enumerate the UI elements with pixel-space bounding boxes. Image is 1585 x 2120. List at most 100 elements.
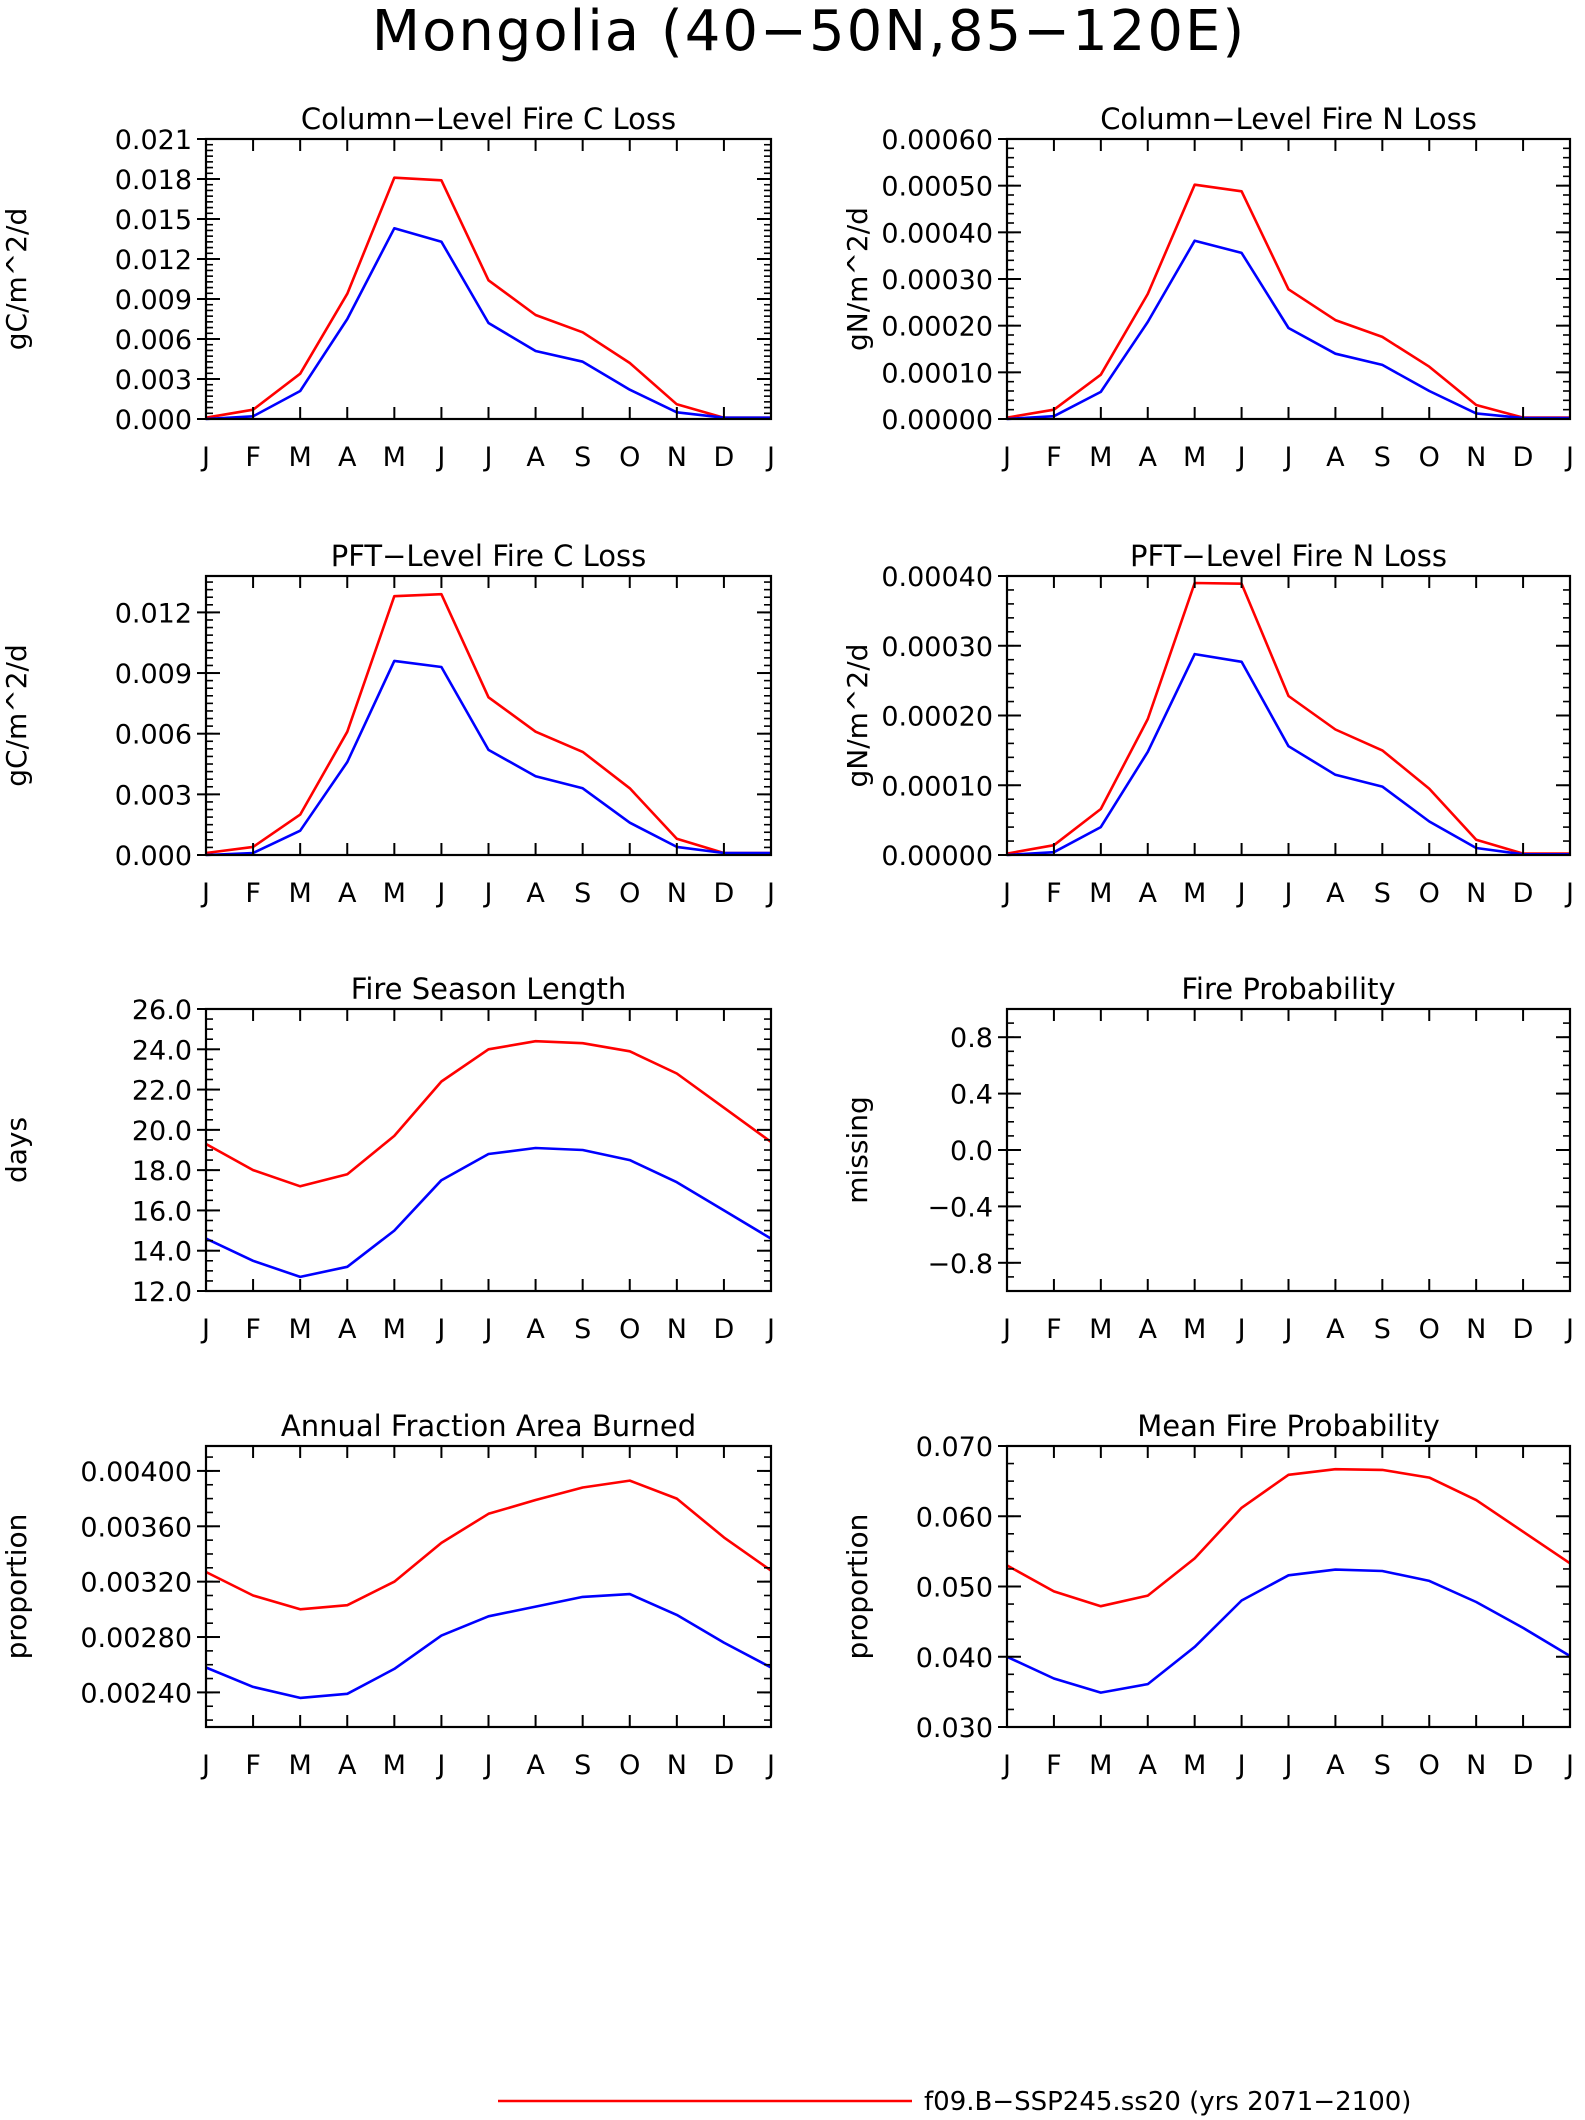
x-tick-label: F xyxy=(1046,1750,1062,1781)
x-tick-label: O xyxy=(1419,1750,1440,1781)
y-tick-label: 24.0 xyxy=(132,1035,192,1066)
x-tick-label: S xyxy=(1374,1314,1391,1345)
x-tick-label: M xyxy=(1089,442,1112,473)
y-tick-label: 0.030 xyxy=(916,1713,993,1744)
y-tick-label: 0.003 xyxy=(115,365,192,396)
series-line-red xyxy=(1006,183,1570,419)
plot-frame xyxy=(1005,1444,1572,1729)
y-tick-label: 0.070 xyxy=(916,1432,993,1463)
x-tick-label: S xyxy=(574,1750,591,1781)
plot-frame xyxy=(1005,574,1572,857)
figure-title: Mongolia (40−50N,85−120E) xyxy=(372,0,1246,64)
y-tick-label: 0.018 xyxy=(115,165,192,196)
x-tick-label: D xyxy=(714,442,735,473)
x-tick-label: J xyxy=(1564,442,1574,473)
x-tick-label: M xyxy=(289,1750,312,1781)
panel-title: Column−Level Fire N Loss xyxy=(1100,102,1477,136)
panel-title: Mean Fire Probability xyxy=(1137,1409,1440,1443)
panel-title: Column−Level Fire C Loss xyxy=(301,102,676,136)
x-tick-label: D xyxy=(1513,1314,1534,1345)
x-tick-label: D xyxy=(714,1314,735,1345)
legend: f09.B−SSP245.ss20 (yrs 2071−2100) xyxy=(498,2087,1411,2117)
x-tick-label: F xyxy=(1046,1314,1062,1345)
panel-3: J F M A M J J A S O N D J0.0000.0030.0060.0090.012PF… xyxy=(0,539,775,909)
x-tick-label: A xyxy=(338,878,357,909)
x-tick-label: J xyxy=(1564,1750,1574,1781)
x-tick-label: F xyxy=(1046,878,1062,909)
y-tick-label: 16.0 xyxy=(132,1196,192,1227)
panel-7: J F M A M J J A S O N D J0.002400.002800.003200.0036… xyxy=(0,1409,775,1781)
x-tick-label: N xyxy=(1466,1750,1486,1781)
series-line-blue xyxy=(1006,239,1570,421)
series-line-blue xyxy=(205,227,771,421)
x-tick-label: M xyxy=(1183,878,1206,909)
x-tick-label: O xyxy=(1419,442,1440,473)
y-tick-label: 12.0 xyxy=(132,1277,192,1308)
x-tick-label: J xyxy=(1564,878,1574,909)
y-tick-label: 0.009 xyxy=(115,659,192,690)
x-tick-label: J xyxy=(765,442,775,473)
x-tick-label: M xyxy=(1089,1750,1112,1781)
y-tick-label: 0.006 xyxy=(115,720,192,751)
panel-8: J F M A M J J A S O N D J0.0300.0400.0500.0600.070Me… xyxy=(841,1409,1574,1781)
y-axis-label: days xyxy=(0,1117,33,1183)
y-tick-label: 0.0 xyxy=(950,1136,993,1167)
y-axis-label: gN/m^2/d xyxy=(841,207,874,351)
x-tick-label: J xyxy=(435,878,445,909)
x-tick-label: J xyxy=(1236,1750,1246,1781)
x-tick-label: J xyxy=(1236,878,1246,909)
y-tick-label: 0.000 xyxy=(115,841,192,872)
series-line-blue xyxy=(1006,1568,1571,1694)
y-tick-label: 14.0 xyxy=(132,1237,192,1268)
y-tick-label: 26.0 xyxy=(132,995,192,1026)
y-tick-label: 0.00060 xyxy=(881,125,993,156)
y-axis-label: gN/m^2/d xyxy=(841,644,874,788)
x-tick-label: J xyxy=(1001,1314,1011,1345)
x-tick-label: N xyxy=(1466,878,1486,909)
series-line-blue xyxy=(205,1146,772,1279)
y-tick-label: 0.00030 xyxy=(881,265,993,296)
x-tick-label: J xyxy=(1001,442,1011,473)
series-line-red xyxy=(205,1039,772,1188)
plot-frame xyxy=(1005,137,1572,421)
series-line-red xyxy=(205,176,771,420)
y-axis-label: gC/m^2/d xyxy=(0,644,33,787)
x-tick-label: A xyxy=(526,442,545,473)
panel-title: PFT−Level Fire N Loss xyxy=(1130,539,1447,573)
x-tick-label: J xyxy=(1001,878,1011,909)
x-tick-label: J xyxy=(1564,1314,1574,1345)
x-tick-label: F xyxy=(245,878,261,909)
y-tick-label: 0.00050 xyxy=(881,172,993,203)
x-tick-label: M xyxy=(383,1314,406,1345)
x-tick-label: J xyxy=(200,1750,210,1781)
panels: J F M A M J J A S O N D J0.0000.0030.0060.0090.0120.… xyxy=(0,102,1574,1781)
x-tick-label: A xyxy=(1139,878,1158,909)
x-tick-label: A xyxy=(1326,878,1345,909)
x-tick-label: J xyxy=(200,1314,210,1345)
x-tick-label: J xyxy=(200,442,210,473)
x-tick-label: M xyxy=(1183,1750,1206,1781)
series-line-blue xyxy=(205,659,771,857)
series-line-red xyxy=(1006,581,1570,855)
x-tick-label: D xyxy=(1513,878,1534,909)
y-tick-label: 0.00280 xyxy=(80,1623,192,1654)
x-tick-label: F xyxy=(245,1750,261,1781)
x-tick-label: A xyxy=(338,442,357,473)
x-tick-label: A xyxy=(526,878,545,909)
y-tick-label: 0.00020 xyxy=(881,312,993,343)
x-tick-label: N xyxy=(1466,442,1486,473)
x-tick-label: A xyxy=(338,1750,357,1781)
y-axis-label: missing xyxy=(841,1096,874,1204)
x-tick-label: A xyxy=(1139,1750,1158,1781)
x-tick-label: N xyxy=(667,1750,687,1781)
series-line-blue xyxy=(205,1592,772,1700)
x-tick-label: J xyxy=(1283,442,1293,473)
x-tick-label: S xyxy=(574,442,591,473)
panel-2: J F M A M J J A S O N D J0.000000.000100.000200.0003… xyxy=(841,102,1574,473)
x-tick-label: A xyxy=(526,1314,545,1345)
x-tick-label: M xyxy=(383,442,406,473)
x-tick-label: M xyxy=(1089,1314,1112,1345)
x-tick-label: D xyxy=(714,1750,735,1781)
